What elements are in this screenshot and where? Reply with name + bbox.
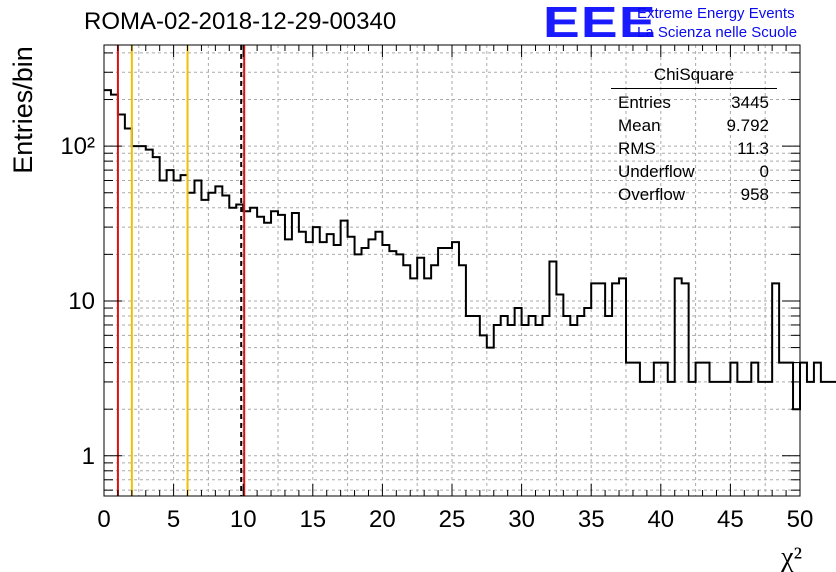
histogram-layer <box>104 89 836 411</box>
stats-box: ChiSquare Entries 3445 Mean 9.792 RMS 11… <box>611 65 777 206</box>
stat-label: RMS <box>618 139 656 158</box>
x-tick-label: 20 <box>369 506 396 533</box>
stat-row-underflow: Underflow 0 <box>611 160 777 183</box>
stat-row-rms: RMS 11.3 <box>611 137 777 160</box>
marker-line-layer <box>116 45 246 496</box>
tick-layer <box>103 45 801 496</box>
stat-value: 9.792 <box>726 116 769 135</box>
stat-row-entries: Entries 3445 <box>611 91 777 114</box>
stat-row-mean: Mean 9.792 <box>611 114 777 137</box>
stat-label: Overflow <box>618 185 686 204</box>
x-tick-label: 45 <box>717 506 744 533</box>
y-tick-label: 10² <box>60 133 95 160</box>
y-tick-label: 10 <box>68 288 95 315</box>
stat-label: Entries <box>618 93 671 112</box>
x-tick-label: 10 <box>230 506 257 533</box>
stat-row-overflow: Overflow 958 <box>611 183 777 206</box>
x-tick-label: 0 <box>97 506 110 533</box>
x-tick-label: 25 <box>439 506 466 533</box>
stat-value: 11.3 <box>737 139 769 158</box>
eee-logo: EEE Extreme Energy Events La Scienza nel… <box>543 0 833 47</box>
tick-label-layer: 0 5 10 15 20 25 30 35 40 45 50 1 10 10² <box>60 133 813 533</box>
x-tick-label: 15 <box>299 506 326 533</box>
x-tick-label: 35 <box>578 506 605 533</box>
stat-label: Underflow <box>618 162 695 181</box>
y-tick-label: 1 <box>82 443 95 470</box>
grid-layer <box>104 45 800 496</box>
logo-line-1: Extreme Energy Events <box>637 5 795 22</box>
stat-label: Mean <box>618 116 661 135</box>
histogram-line <box>104 89 836 411</box>
y-axis-label: Entries/bin <box>8 46 38 174</box>
stats-title: ChiSquare <box>611 65 777 89</box>
x-tick-label: 30 <box>508 506 535 533</box>
logo-mark: EEE <box>543 0 657 47</box>
plot-title: ROMA-02-2018-12-29-00340 <box>84 8 397 35</box>
stat-value: 0 <box>759 162 769 181</box>
logo-line-2: La Scienza nelle Scuole <box>637 24 798 41</box>
x-tick-label: 40 <box>647 506 674 533</box>
x-tick-label: 50 <box>787 506 814 533</box>
stat-value: 3445 <box>731 93 769 112</box>
x-tick-label: 5 <box>167 506 180 533</box>
stat-value: 958 <box>740 185 769 204</box>
x-axis-label: χ² <box>780 542 802 572</box>
